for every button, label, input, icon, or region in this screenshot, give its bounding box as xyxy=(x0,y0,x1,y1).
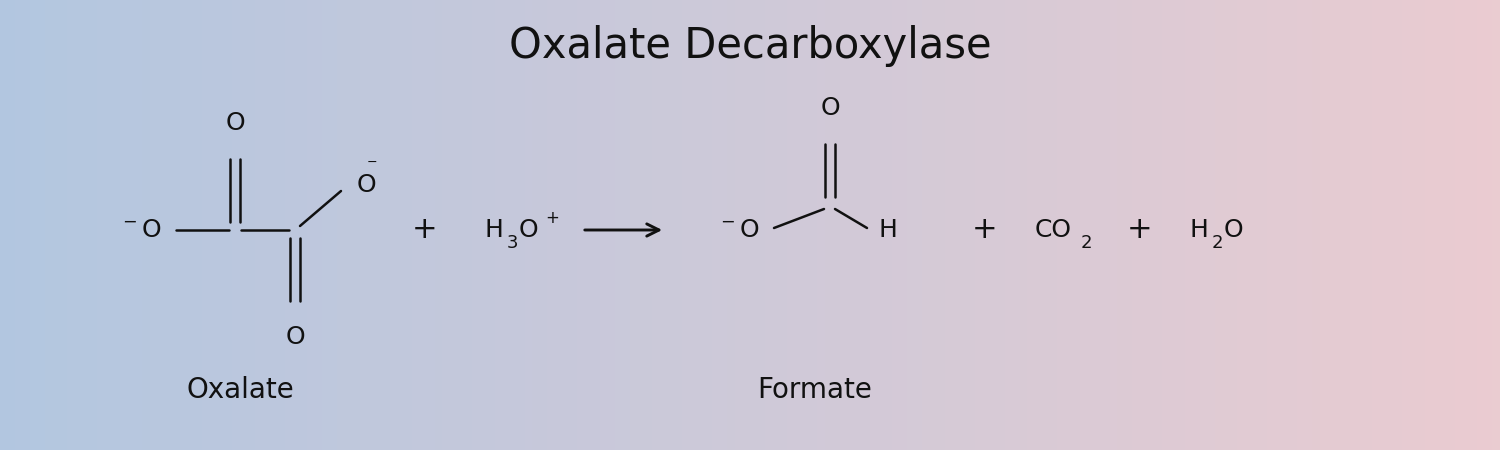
Text: $^-$O: $^-$O xyxy=(717,218,760,242)
Text: +: + xyxy=(1126,216,1154,244)
Text: O: O xyxy=(285,325,304,349)
Text: O: O xyxy=(225,111,245,135)
Text: H: H xyxy=(484,218,504,242)
Text: Oxalate Decarboxylase: Oxalate Decarboxylase xyxy=(509,25,992,67)
Text: O: O xyxy=(1224,218,1244,242)
Text: 2: 2 xyxy=(1212,234,1224,252)
Text: Oxalate: Oxalate xyxy=(186,376,294,404)
Text: $^{-}$: $^{-}$ xyxy=(366,158,378,176)
Text: CO: CO xyxy=(1035,218,1072,242)
Text: 3: 3 xyxy=(507,234,519,252)
Text: H: H xyxy=(1190,218,1209,242)
Text: O: O xyxy=(821,96,840,120)
Text: +: + xyxy=(413,216,438,244)
Text: +: + xyxy=(972,216,998,244)
Text: O: O xyxy=(357,173,376,197)
Text: Formate: Formate xyxy=(758,376,873,404)
Text: +: + xyxy=(544,209,560,227)
Text: H: H xyxy=(879,218,898,242)
Text: O: O xyxy=(519,218,538,242)
Text: $^-$O: $^-$O xyxy=(120,218,162,242)
Text: 2: 2 xyxy=(1082,234,1092,252)
